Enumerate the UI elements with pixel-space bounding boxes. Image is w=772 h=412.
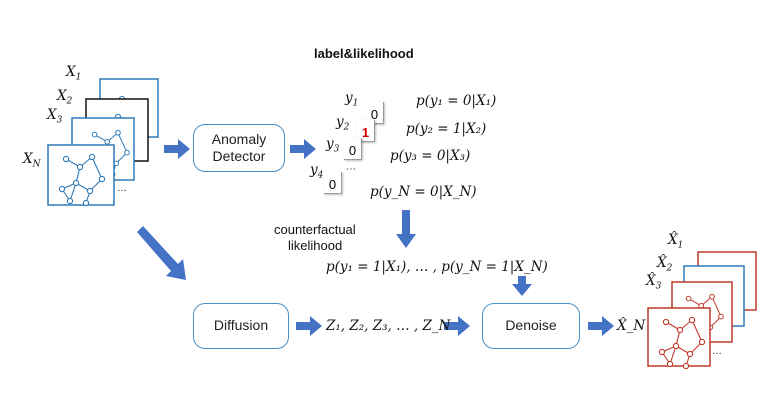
arrow-denoise-to-output — [588, 316, 614, 336]
arrow-diffusion-to-latents — [296, 316, 322, 336]
input-label-3: X3 — [47, 107, 63, 126]
counterfactual-formula: p(y₁ = 1|X₁), … , p(y_N = 1|X_N) — [326, 259, 548, 275]
y-label-3: y3 — [326, 136, 340, 155]
latent-sequence: Z₁, Z₂, Z₃, … , Z_N — [326, 318, 451, 334]
likelihood-N: p(y_N = 0|X_N) — [370, 184, 477, 200]
input-frame-N — [47, 144, 115, 206]
label-card-4: 0 — [324, 172, 342, 194]
arrow-input-to-diffusion — [137, 226, 186, 280]
label-stack-ellipsis: ⋯ — [346, 164, 356, 175]
likelihood-1: p(y₁ = 0|X₁) — [416, 93, 497, 109]
input-label-1: X1 — [66, 64, 82, 83]
arrow-latents-to-denoise — [444, 316, 470, 336]
anomaly-detector-box: Anomaly Detector — [193, 124, 285, 172]
denoise-output-label: X̂_N — [617, 318, 646, 334]
y-label-1: y1 — [345, 90, 359, 109]
likelihood-3: p(y₃ = 0|X₃) — [390, 148, 471, 164]
output-label-3: X̂3 — [646, 273, 662, 292]
arrow-counterfactual-to-denoise — [512, 276, 532, 296]
diffusion-box: Diffusion — [193, 303, 289, 349]
label-card-2: 1 — [357, 120, 375, 142]
input-graph-stack — [47, 78, 159, 207]
counterfactual-line1: counterfactual — [274, 222, 356, 237]
output-ellipsis: … — [712, 346, 722, 357]
arrow-input-to-detector — [164, 139, 190, 159]
y-label-2: y2 — [336, 114, 350, 133]
output-graph-stack — [647, 251, 757, 370]
input-ellipsis: … — [117, 183, 127, 194]
y-label-4: y4 — [310, 162, 324, 181]
denoise-box: Denoise — [482, 303, 580, 349]
counterfactual-line2: likelihood — [288, 238, 343, 253]
input-label-N: XN — [23, 151, 41, 170]
arrow-likelihood-down — [396, 210, 416, 248]
anomaly-detector-line2: Detector — [212, 148, 266, 164]
output-frame-N — [647, 307, 711, 367]
arrow-detector-to-labels — [290, 139, 316, 159]
input-label-2: X2 — [57, 88, 73, 107]
arrows — [137, 139, 614, 336]
likelihood-2: p(y₂ = 1|X₂) — [406, 121, 487, 137]
label-card-3: 0 — [344, 138, 362, 160]
output-label-1: X̂1 — [668, 232, 684, 251]
anomaly-detector-line1: Anomaly — [211, 130, 267, 147]
label-card-1: 0 — [366, 102, 384, 124]
diagram-title: label&likelihood — [314, 46, 414, 61]
output-label-2: X̂2 — [657, 255, 673, 274]
